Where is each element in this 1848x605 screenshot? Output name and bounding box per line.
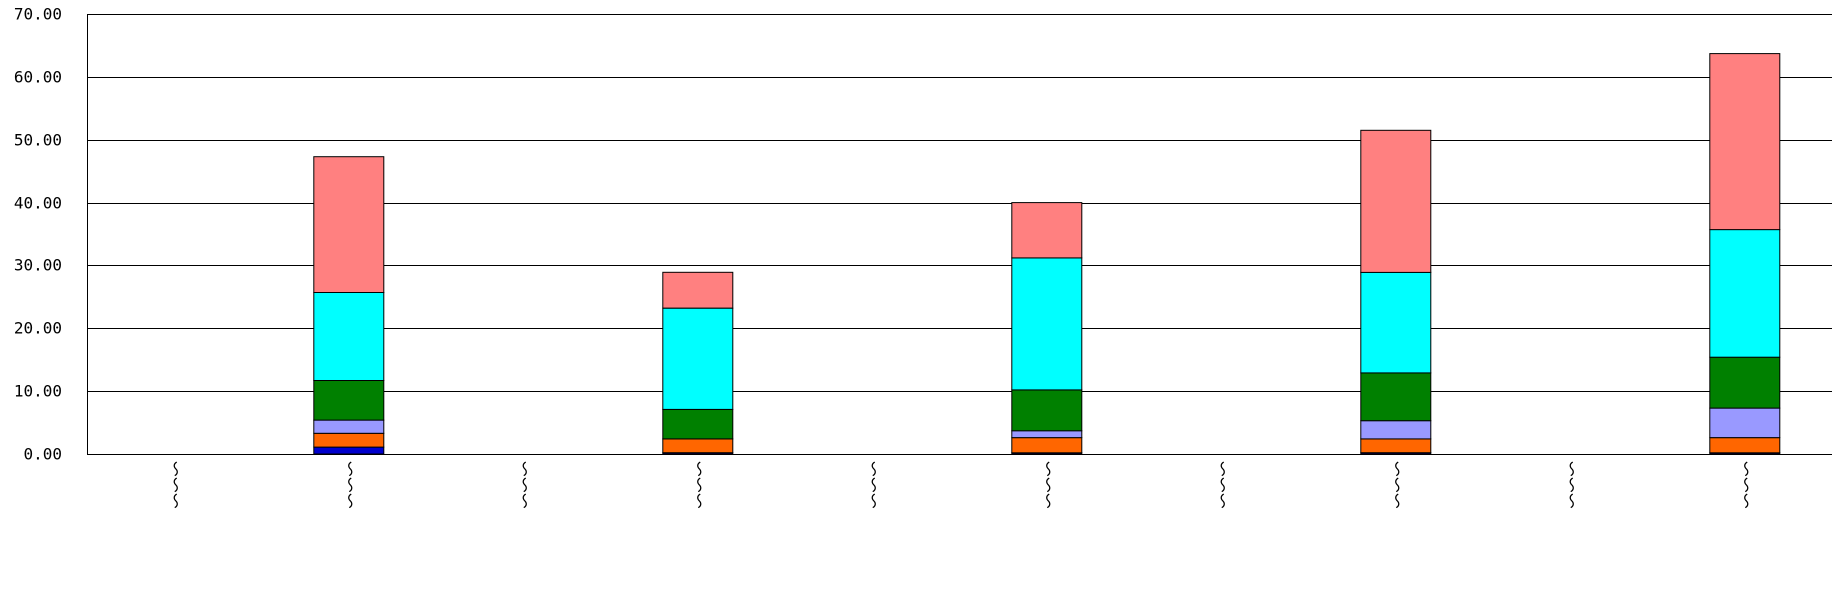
x-tick-label: 〜〜〜: [514, 461, 533, 509]
x-tick-label: 〜〜〜: [339, 461, 358, 509]
x-tick-label: 〜〜〜: [1561, 461, 1580, 509]
bar-segment: [1360, 271, 1432, 374]
y-tick-label: 40.00: [14, 194, 62, 213]
x-tick-label: 〜〜〜: [1212, 461, 1231, 509]
bar-segment: [313, 432, 385, 448]
bar-segment: [1709, 356, 1781, 409]
bar-segment: [1709, 407, 1781, 439]
y-tick-label: 0.00: [23, 445, 62, 464]
bar-segment: [662, 271, 734, 309]
bar-segment: [662, 307, 734, 410]
y-tick-label: 10.00: [14, 382, 62, 401]
y-tick-label: 70.00: [14, 5, 62, 24]
bar-segment: [662, 438, 734, 454]
bar-segment: [313, 446, 385, 455]
bar-segment: [662, 408, 734, 440]
x-axis: 〜〜〜 〜〜〜 〜〜〜 〜〜〜 〜〜〜 〜〜〜 〜〜〜 〜〜〜 〜〜〜 〜〜〜: [87, 454, 1832, 509]
bar-segment: [1011, 202, 1083, 259]
bar-segment: [1360, 438, 1432, 454]
x-tick-label: 〜〜〜: [863, 461, 882, 509]
bars: [313, 53, 1781, 455]
bar-segment: [313, 419, 385, 434]
bar-segment: [1360, 129, 1432, 273]
x-tick-label: 〜〜〜: [688, 461, 707, 509]
bar-segment: [1709, 53, 1781, 231]
bar-segment: [1709, 229, 1781, 358]
bar-segment: [313, 156, 385, 293]
x-tick-label: 〜〜〜: [1037, 461, 1056, 509]
bar-segment: [313, 380, 385, 421]
x-tick-label: 〜〜〜: [165, 461, 184, 509]
y-tick-label: 50.00: [14, 131, 62, 150]
x-tick-label: 〜〜〜: [1386, 461, 1405, 509]
y-tick-label: 60.00: [14, 68, 62, 87]
bar-segment: [1011, 257, 1083, 391]
bar-segment: [1011, 437, 1083, 454]
x-tick-label: 〜〜〜: [1735, 461, 1754, 509]
bar-segment: [1709, 437, 1781, 454]
bar-segment: [1360, 420, 1432, 440]
bar-segment: [1360, 372, 1432, 422]
y-axis: 0.00 10.00 20.00 30.00 40.00 50.00 60.00 70.00: [14, 5, 88, 464]
y-tick-label: 20.00: [14, 319, 62, 338]
bar-segment: [1011, 430, 1083, 439]
y-tick-label: 30.00: [14, 256, 62, 275]
bar-segment: [1011, 389, 1083, 432]
bar-segment: [313, 292, 385, 381]
